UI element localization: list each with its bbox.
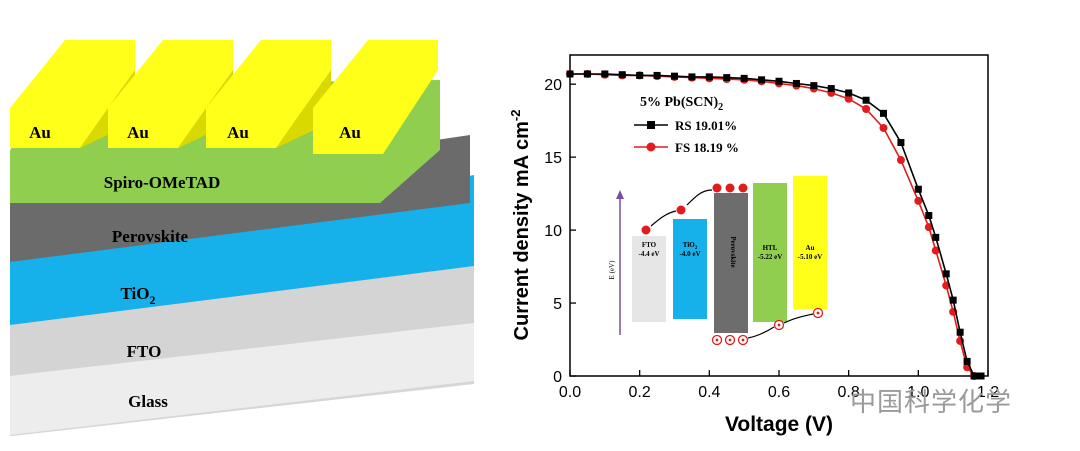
energy-axis-label: E (eV)	[608, 260, 616, 280]
data-point	[880, 109, 887, 117]
x-tick-label: 1.0	[907, 384, 929, 401]
au-label: Au	[29, 123, 51, 142]
fto-level-value: -4.4 eV	[639, 250, 660, 258]
x-tick-label: 0.0	[559, 384, 581, 401]
spiro-label: Spiro-OMeTAD	[104, 173, 220, 192]
data-point	[653, 71, 661, 79]
data-point	[896, 156, 905, 165]
htl-level	[753, 183, 787, 322]
y-tick-label: 10	[544, 223, 562, 240]
data-point	[705, 73, 713, 81]
data-point	[636, 71, 644, 79]
electron-icon	[676, 205, 686, 215]
data-point	[932, 233, 940, 241]
data-point	[956, 328, 964, 336]
data-point	[566, 70, 574, 78]
data-point	[879, 123, 888, 132]
x-tick-label: 0.2	[629, 384, 651, 401]
glass-label: Glass	[128, 392, 168, 411]
energy-axis-arrow-icon	[616, 190, 624, 199]
au-level	[793, 176, 827, 309]
electron-transfer-arrow-icon	[650, 210, 677, 227]
data-point	[931, 246, 940, 255]
electron-transfer-arrow-icon	[686, 189, 713, 206]
data-point	[810, 82, 818, 90]
device-stack-diagram: Au Au Au Au Spiro-OMeTAD Perovskite TiO2…	[10, 40, 474, 436]
fto-level-label: FTO	[642, 241, 657, 249]
au-label: Au	[339, 123, 361, 142]
data-point	[792, 79, 800, 87]
perovskite-label: Perovskite	[112, 227, 189, 246]
x-tick-label: 0.4	[698, 384, 720, 401]
data-point	[897, 139, 905, 147]
data-point	[723, 74, 731, 82]
legend-marker-rs	[647, 121, 655, 129]
energy-level-inset: E (eV) FTO -4.4 eV TiO2 -4.0 eV Perovski…	[608, 176, 827, 346]
data-point	[942, 270, 950, 278]
legend-label-rs: RS 19.01%	[675, 118, 737, 133]
data-point	[583, 70, 591, 78]
data-series	[566, 69, 985, 380]
au-label: Au	[227, 123, 249, 142]
htl-level-value: -5.22 eV	[758, 253, 783, 261]
data-point	[963, 357, 971, 365]
glass-layer-face	[10, 323, 474, 435]
data-point	[925, 212, 933, 219]
fto-label: FTO	[127, 342, 162, 361]
data-point	[758, 76, 766, 84]
data-point	[775, 77, 783, 85]
y-tick-label: 15	[544, 150, 562, 167]
y-tick-label: 0	[553, 369, 562, 386]
legend: RS 19.01% FS 18.19 %	[634, 118, 739, 155]
fto-layer	[10, 266, 474, 376]
data-point	[914, 196, 923, 205]
composition-annotation: 5% Pb(SCN)2	[640, 95, 723, 113]
hole-transfer-arrow-icon	[783, 313, 814, 324]
x-tick-label: 0.6	[768, 384, 790, 401]
x-tick-label: 1.2	[977, 384, 999, 401]
legend-label-fs: FS 18.19 %	[675, 140, 739, 155]
perovskite-level-label: Perovskite	[729, 236, 737, 267]
data-point	[618, 71, 626, 79]
au-label: Au	[127, 123, 149, 142]
electron-icon	[725, 183, 735, 193]
data-point	[970, 372, 978, 380]
au-level-label: Au	[806, 244, 815, 252]
jv-curve-chart: 0.0 0.2 0.4 0.6 0.8 1.0 1.2 0 5 10 15 20 E (eV) FTO…	[508, 54, 999, 436]
hole-transfer-arrow-icon	[747, 326, 775, 339]
electron-icon	[712, 183, 722, 193]
tio2-level	[673, 219, 707, 319]
data-point	[977, 372, 985, 380]
y-tick-label: 20	[544, 77, 562, 94]
htl-level-label: HTL	[763, 244, 778, 252]
tio2-level-label: TiO2	[683, 241, 698, 251]
y-tick-label: 5	[553, 296, 562, 313]
x-tick-label: 0.8	[838, 384, 860, 401]
data-point	[601, 70, 609, 78]
electron-icon	[641, 225, 651, 235]
axis-ticks: 0.0 0.2 0.4 0.6 0.8 1.0 1.2 0 5 10 15 20	[544, 77, 999, 401]
au-level-value: -5.10 eV	[798, 253, 823, 261]
data-point	[862, 96, 870, 104]
y-axis-title: Current density mA cm-2	[508, 110, 533, 341]
data-point	[914, 185, 922, 193]
data-point	[827, 85, 835, 93]
x-axis-title: Voltage (V)	[725, 413, 833, 436]
perovskite-level	[714, 193, 748, 333]
data-point	[688, 73, 696, 81]
data-point	[740, 74, 748, 82]
fto-level	[632, 236, 666, 322]
data-point	[671, 72, 678, 80]
legend-marker-fs	[646, 142, 656, 152]
data-point	[845, 89, 853, 97]
au-electrode	[313, 40, 438, 154]
data-point	[924, 223, 933, 232]
watermark: 中国科学化学	[850, 388, 1013, 418]
electron-icon	[738, 183, 748, 193]
data-point	[949, 296, 957, 304]
tio2-label: TiO2	[121, 284, 156, 307]
data-point	[844, 94, 853, 103]
data-point	[862, 104, 871, 113]
tio2-level-value: -4.0 eV	[680, 250, 701, 258]
